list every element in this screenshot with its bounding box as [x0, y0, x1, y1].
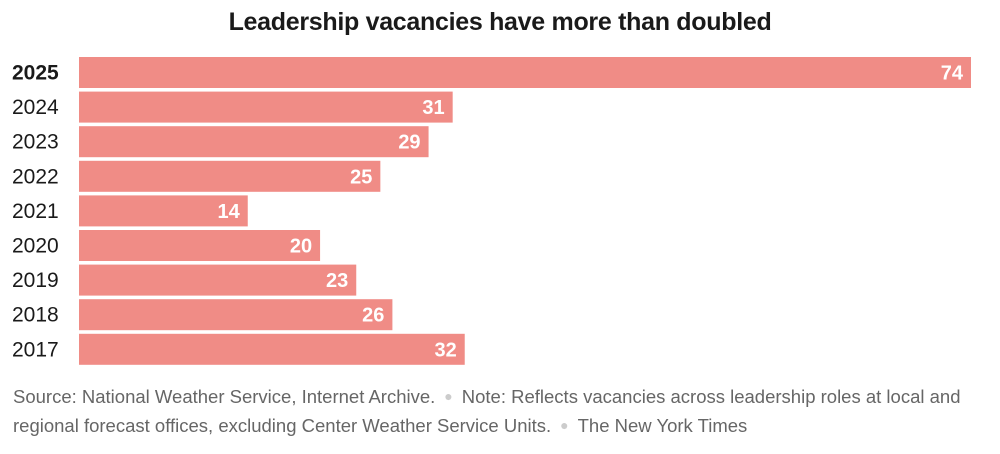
value-label-2021: 14 [218, 201, 241, 223]
bar-2024 [79, 91, 453, 123]
note-text: Note: Reflects vacancies across leadersh… [13, 386, 961, 436]
value-label-2018: 26 [362, 305, 384, 327]
value-label-2024: 31 [422, 97, 444, 119]
value-label-2023: 29 [398, 132, 420, 154]
bar-2023 [79, 126, 429, 158]
value-label-2019: 23 [326, 270, 348, 292]
category-label-2017: 2017 [12, 338, 59, 361]
bar-2022 [79, 160, 381, 192]
category-label-2024: 2024 [12, 96, 59, 119]
separator-dot-icon: ● [560, 417, 569, 433]
separator-dot-icon: ● [444, 388, 453, 404]
chart-title: Leadership vacancies have more than doub… [228, 8, 772, 36]
category-label-2023: 2023 [12, 131, 59, 154]
chart-footer: Source: National Weather Service, Intern… [13, 382, 991, 440]
bar-2019 [79, 264, 357, 296]
category-label-2020: 2020 [12, 235, 59, 258]
category-label-2019: 2019 [12, 269, 59, 292]
bar-2025 [79, 57, 971, 88]
value-label-2017: 32 [434, 339, 456, 361]
bar-2021 [79, 195, 248, 227]
value-label-2022: 25 [350, 166, 372, 188]
value-label-2020: 20 [290, 236, 312, 258]
source-text: Source: National Weather Service, Intern… [13, 386, 436, 407]
credit-text: The New York Times [577, 415, 748, 436]
value-label-2025: 74 [941, 63, 964, 85]
bar-2018 [79, 299, 393, 331]
bar-2017 [79, 333, 465, 365]
category-label-2025: 2025 [12, 62, 59, 85]
bar-2020 [79, 230, 321, 261]
category-label-2018: 2018 [12, 304, 59, 327]
category-label-2021: 2021 [12, 200, 59, 223]
category-label-2022: 2022 [12, 165, 59, 188]
